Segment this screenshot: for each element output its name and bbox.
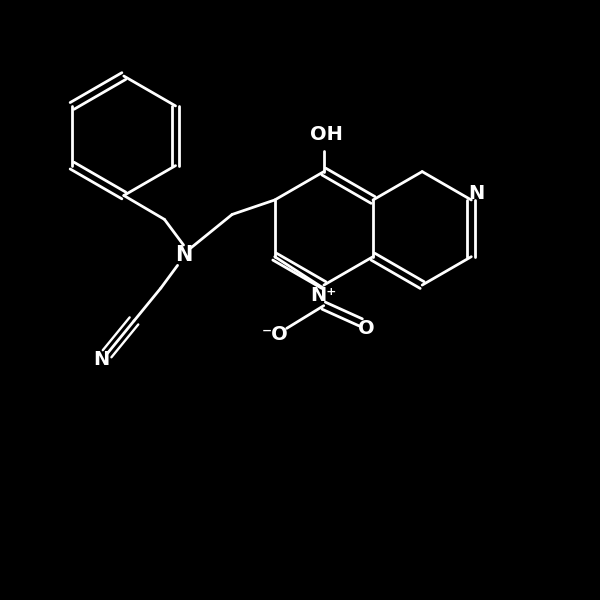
Text: O: O — [358, 319, 375, 338]
Text: N⁺: N⁺ — [311, 286, 337, 305]
Text: ⁻O: ⁻O — [262, 325, 288, 344]
Text: N: N — [93, 350, 109, 369]
Text: N: N — [175, 245, 192, 265]
Text: OH: OH — [310, 125, 343, 144]
Text: N: N — [468, 184, 484, 203]
